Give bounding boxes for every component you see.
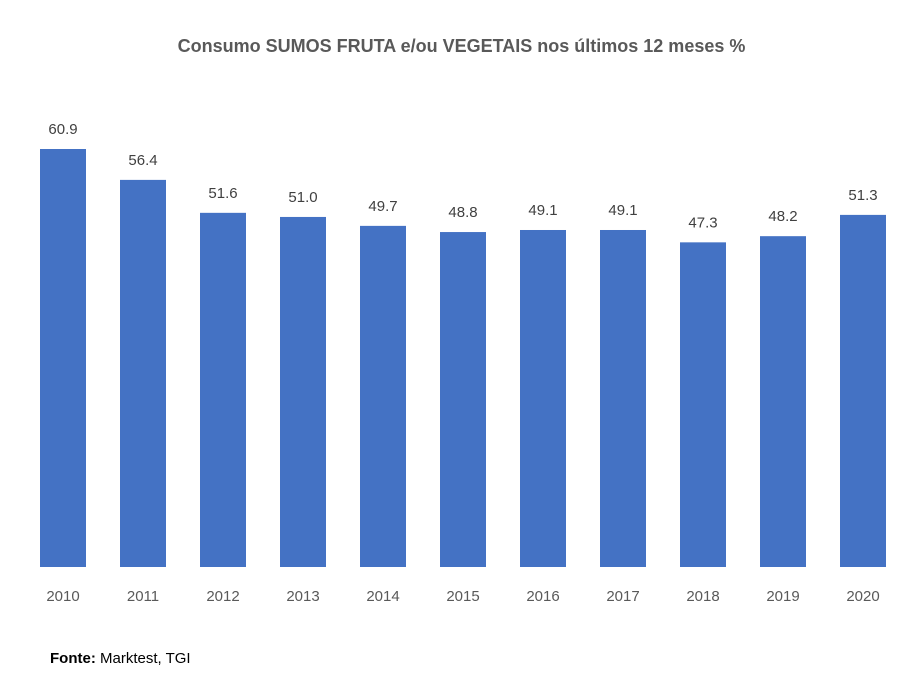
data-label-2015: 48.8 <box>448 204 477 221</box>
bar-2019 <box>760 236 806 567</box>
data-label-2016: 49.1 <box>528 202 557 219</box>
x-tick-label-2020: 2020 <box>846 588 879 605</box>
x-tick-label-2016: 2016 <box>526 588 559 605</box>
x-tick-label-2011: 2011 <box>127 588 159 605</box>
data-label-2014: 49.7 <box>368 198 397 215</box>
data-label-2010: 60.9 <box>48 121 77 138</box>
data-label-2019: 48.2 <box>768 208 797 225</box>
source-note: Fonte: Marktest, TGI <box>50 650 191 667</box>
x-tick-label-2014: 2014 <box>366 588 399 605</box>
bar-2014 <box>360 225 406 567</box>
x-tick-label-2013: 2013 <box>286 588 319 605</box>
x-tick-label-2010: 2010 <box>46 588 79 605</box>
x-tick-label-2018: 2018 <box>686 588 719 605</box>
data-label-2017: 49.1 <box>608 202 637 219</box>
source-text: Marktest, TGI <box>95 650 191 667</box>
data-label-2013: 51.0 <box>288 189 317 206</box>
bar-2015 <box>440 232 486 567</box>
data-label-2011: 56.4 <box>128 152 157 169</box>
bar-2012 <box>200 212 246 567</box>
source-label: Fonte: <box>50 650 96 667</box>
x-tick-label-2015: 2015 <box>446 588 479 605</box>
chart-title: Consumo SUMOS FRUTA e/ou VEGETAIS nos úl… <box>177 36 746 56</box>
bar-2017 <box>600 229 646 567</box>
data-label-2018: 47.3 <box>688 214 717 231</box>
bar-2016 <box>520 229 566 567</box>
x-tick-label-2019: 2019 <box>766 588 799 605</box>
bar-2011 <box>120 179 166 567</box>
bar-2020 <box>840 214 886 567</box>
bar-2018 <box>680 242 726 567</box>
bar-2013 <box>280 216 326 567</box>
x-tick-label-2017: 2017 <box>606 588 639 605</box>
bar-2010 <box>40 149 86 567</box>
data-label-2012: 51.6 <box>208 185 237 202</box>
x-tick-label-2012: 2012 <box>206 588 239 605</box>
data-label-2020: 51.3 <box>848 187 877 204</box>
